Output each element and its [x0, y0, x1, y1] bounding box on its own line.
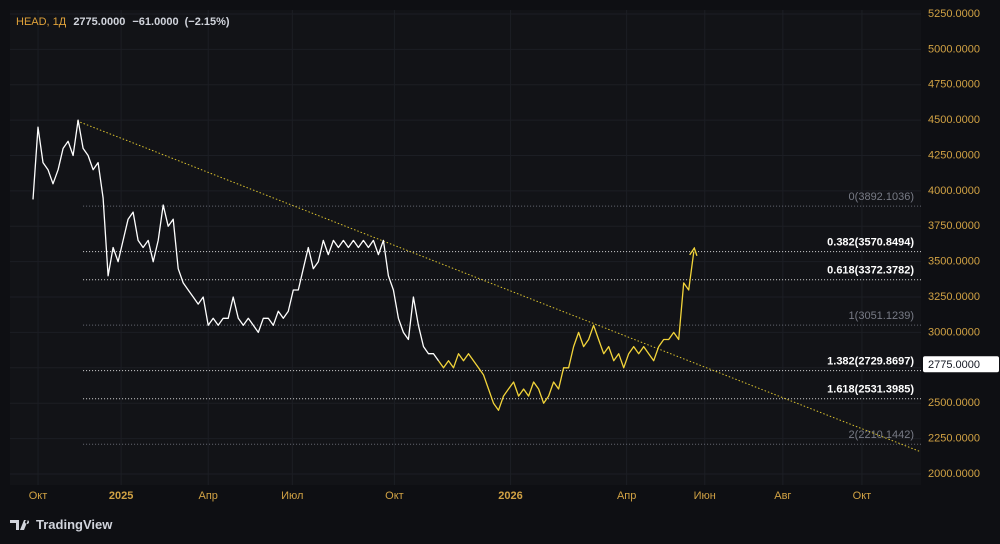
watermark: TradingView [10, 517, 112, 532]
y-tick-label: 5000.0000 [928, 43, 980, 55]
fib-label: 0(3892.1036) [849, 191, 914, 203]
x-tick-label: Окт [29, 490, 48, 502]
header: HEAD, 1Д 2775.0000 −61.0000 (−2.15%) [16, 16, 230, 28]
x-tick-label: Окт [385, 490, 404, 502]
y-tick-label: 3250.0000 [928, 291, 980, 303]
x-tick-label: 2026 [498, 490, 522, 502]
y-tick-label: 5250.0000 [928, 8, 980, 20]
y-tick-label: 2500.0000 [928, 397, 980, 409]
y-tick-label: 2250.0000 [928, 432, 980, 444]
y-tick-label: 4750.0000 [928, 79, 980, 91]
x-tick-label: Июл [281, 490, 303, 502]
price-tag-label: 2775.0000 [928, 359, 980, 371]
fib-label: 0.382(3570.8494) [827, 237, 914, 249]
change: −61.0000 [132, 16, 178, 28]
y-tick-label: 3750.0000 [928, 220, 980, 232]
watermark-text: TradingView [36, 517, 113, 532]
price-line [437, 252, 694, 411]
y-tick-label: 4250.0000 [928, 149, 980, 161]
trend-line [76, 120, 922, 453]
fib-label: 1(3051.1239) [849, 310, 914, 322]
fib-label: 1.382(2729.8697) [827, 356, 914, 368]
y-tick-label: 2000.0000 [928, 468, 980, 480]
x-tick-label: 2025 [109, 490, 133, 502]
fib-label: 1.618(2531.3985) [827, 384, 914, 396]
fib-label: 0.618(3372.3782) [827, 265, 914, 277]
plot-area [10, 10, 921, 485]
y-tick-label: 4000.0000 [928, 185, 980, 197]
y-tick-label: 3000.0000 [928, 326, 980, 338]
x-tick-label: Апр [199, 490, 218, 502]
x-tick-label: Авг [774, 490, 791, 502]
x-tick-label: Апр [617, 490, 636, 502]
x-tick-label: Июн [694, 490, 716, 502]
price-line [32, 119, 440, 362]
fib-label: 2(2210.1442) [849, 429, 914, 441]
price-tag [923, 356, 999, 373]
y-tick-label: 3500.0000 [928, 256, 980, 268]
symbol: HEAD, 1Д [16, 16, 67, 28]
logo [10, 519, 30, 530]
y-tick-label: 4500.0000 [928, 114, 980, 126]
last-price: 2775.0000 [73, 16, 125, 28]
change-pct: (−2.15%) [185, 16, 230, 28]
x-tick-label: Окт [853, 490, 872, 502]
